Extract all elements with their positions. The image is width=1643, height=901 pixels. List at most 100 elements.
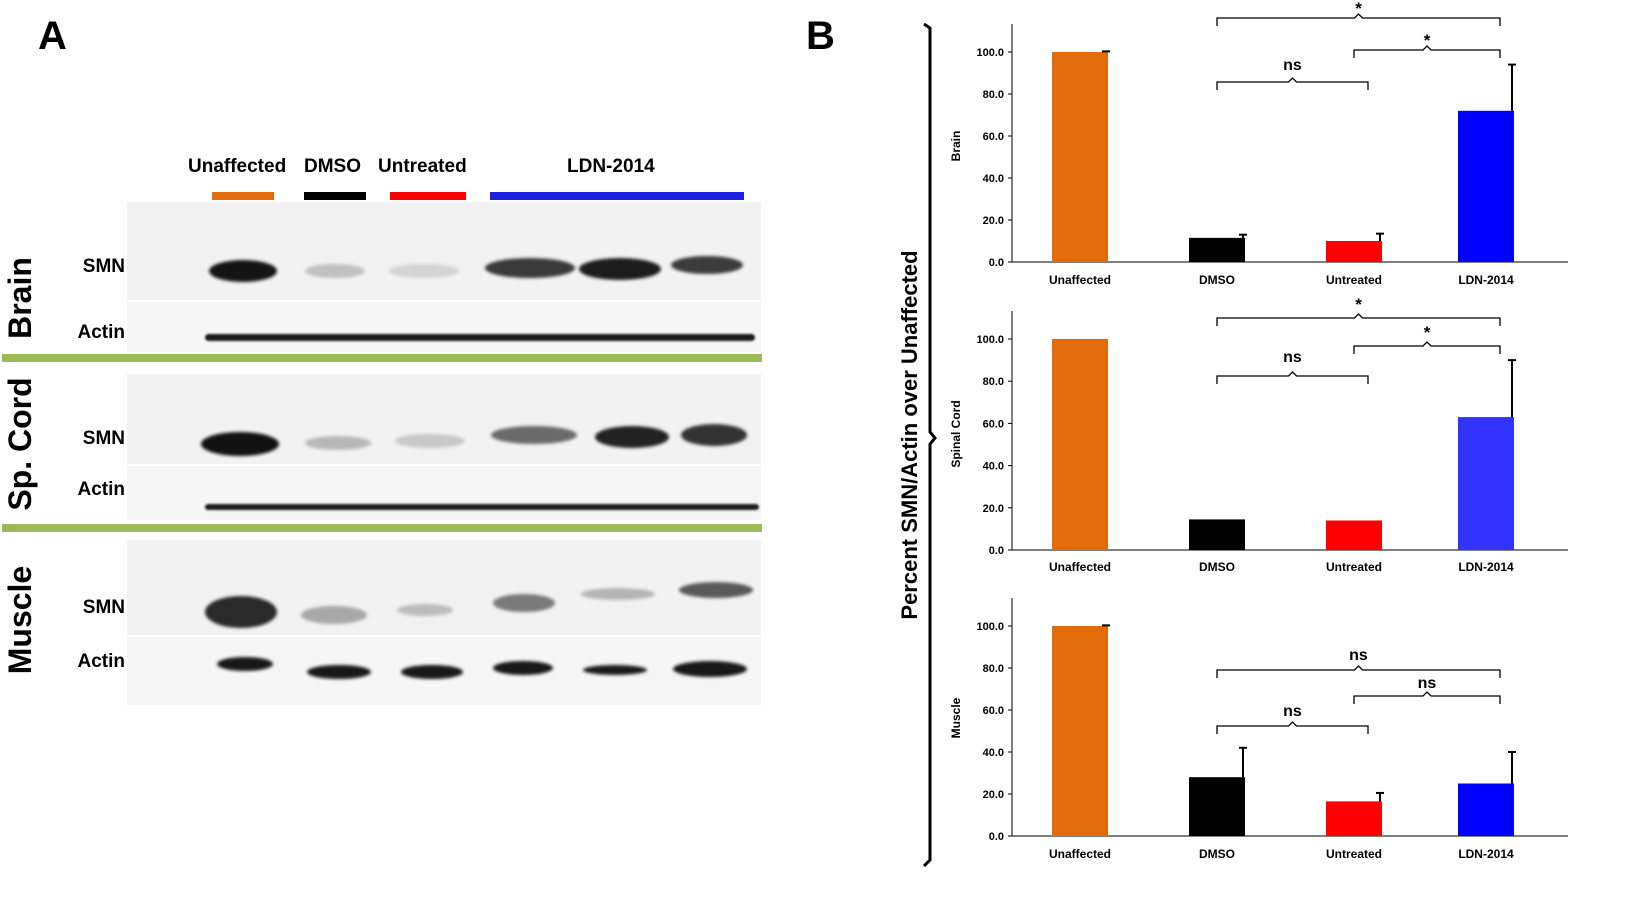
significance-label: ns [1283, 703, 1302, 720]
bar [1458, 417, 1514, 550]
label-muscle-smn: SMN [82, 597, 125, 618]
significance-label: * [1355, 295, 1362, 314]
blot-spcord-actin [127, 466, 761, 520]
y-tick-label: 60.0 [983, 131, 1004, 143]
category-label: DMSO [1199, 560, 1235, 574]
chart-spinal-cord: 0.0 20.0 40.0 60.0 80.0 100.0 Spinal Cord Unaff… [949, 295, 1568, 574]
band [671, 256, 743, 274]
significance-label: ns [1349, 647, 1368, 664]
category-label: Unaffected [1049, 847, 1111, 861]
y-tick-label: 100.0 [976, 621, 1004, 633]
band [209, 260, 277, 282]
blot-brain-smn [127, 202, 761, 300]
band [201, 432, 279, 456]
significance-bracket [1216, 665, 1501, 678]
bar [1052, 626, 1108, 836]
label-brain-actin: Actin [77, 322, 126, 343]
category-label: DMSO [1199, 273, 1235, 287]
y-tick-label: 20.0 [983, 503, 1004, 515]
y-tick-label: 0.0 [989, 545, 1004, 557]
band [205, 334, 755, 341]
band [305, 436, 371, 450]
chart-ylabel: Brain [949, 131, 963, 162]
bar [1326, 241, 1382, 262]
category-label: Untreated [1326, 560, 1382, 574]
significance-bracket [1353, 341, 1501, 354]
header-ldn-2014: LDN-2014 [567, 156, 655, 177]
label-spcord-smn: SMN [82, 428, 125, 449]
label-muscle-actin: Actin [77, 651, 126, 672]
blot-brain-actin [127, 302, 761, 352]
category-label: LDN-2014 [1458, 560, 1514, 574]
significance-bracket [1353, 45, 1501, 58]
panel-a-letter: A [38, 14, 67, 58]
panel-b-charts: 0.0 20.0 40.0 60.0 80.0 100.0 Brain Unaffected D… [949, 0, 1568, 861]
divider [2, 354, 762, 362]
label-spcord-actin: Actin [77, 479, 126, 500]
band [493, 661, 553, 675]
group-indicator-unaffected [212, 192, 274, 200]
band [681, 424, 747, 446]
bar [1189, 777, 1245, 836]
significance-label: * [1355, 0, 1362, 18]
label-brain-smn: SMN [82, 256, 125, 277]
significance-bracket [1216, 77, 1369, 90]
bar [1458, 110, 1514, 262]
significance-label: * [1424, 31, 1431, 50]
blot-muscle-actin [127, 637, 761, 705]
tissue-label-spcord: Sp. Cord [2, 377, 38, 511]
band [595, 426, 669, 448]
y-tick-label: 60.0 [983, 418, 1004, 430]
tissue-label-muscle: Muscle [2, 565, 38, 675]
divider [2, 524, 762, 532]
significance-bracket [1353, 691, 1501, 704]
tissue-label-brain: Brain [2, 257, 38, 339]
blot-spcord-smn [127, 374, 761, 464]
band [679, 582, 753, 598]
y-tick-label: 0.0 [989, 257, 1004, 269]
blot-muscle-smn [127, 540, 761, 635]
category-label: Untreated [1326, 847, 1382, 861]
group-indicator-untreated [390, 192, 466, 200]
y-tick-label: 0.0 [989, 831, 1004, 843]
bar [1326, 520, 1382, 550]
bar [1458, 783, 1514, 836]
header-untreated: Untreated [378, 156, 467, 177]
panel-b-letter: B [806, 14, 835, 58]
y-tick-label: 20.0 [983, 215, 1004, 227]
category-label: LDN-2014 [1458, 273, 1514, 287]
significance-bracket [1216, 313, 1501, 326]
bar [1189, 519, 1245, 550]
bar [1052, 339, 1108, 550]
category-label: Unaffected [1049, 560, 1111, 574]
y-tick-label: 100.0 [976, 334, 1004, 346]
y-tick-label: 80.0 [983, 376, 1004, 388]
band [217, 657, 273, 671]
band [205, 596, 277, 628]
bar [1326, 801, 1382, 836]
band [579, 258, 661, 280]
chart-brain: 0.0 20.0 40.0 60.0 80.0 100.0 Brain Unaffected D… [949, 0, 1568, 287]
significance-label: ns [1418, 675, 1437, 692]
band [397, 604, 453, 616]
group-indicator-dmso [304, 192, 366, 200]
chart-ylabel: Spinal Cord [949, 400, 963, 467]
band [583, 665, 647, 675]
significance-label: ns [1283, 349, 1302, 366]
band [493, 594, 555, 612]
category-label: Untreated [1326, 273, 1382, 287]
header-unaffected: Unaffected [188, 156, 287, 177]
band [485, 258, 575, 278]
category-label: LDN-2014 [1458, 847, 1514, 861]
significance-label: * [1424, 323, 1431, 342]
band [307, 665, 371, 679]
category-label: Unaffected [1049, 273, 1111, 287]
band [389, 264, 459, 278]
y-tick-label: 40.0 [983, 747, 1004, 759]
band [401, 665, 463, 679]
y-tick-label: 60.0 [983, 705, 1004, 717]
band [491, 426, 577, 444]
y-tick-label: 40.0 [983, 173, 1004, 185]
panel-b-bracket [922, 22, 937, 868]
band [205, 504, 759, 510]
